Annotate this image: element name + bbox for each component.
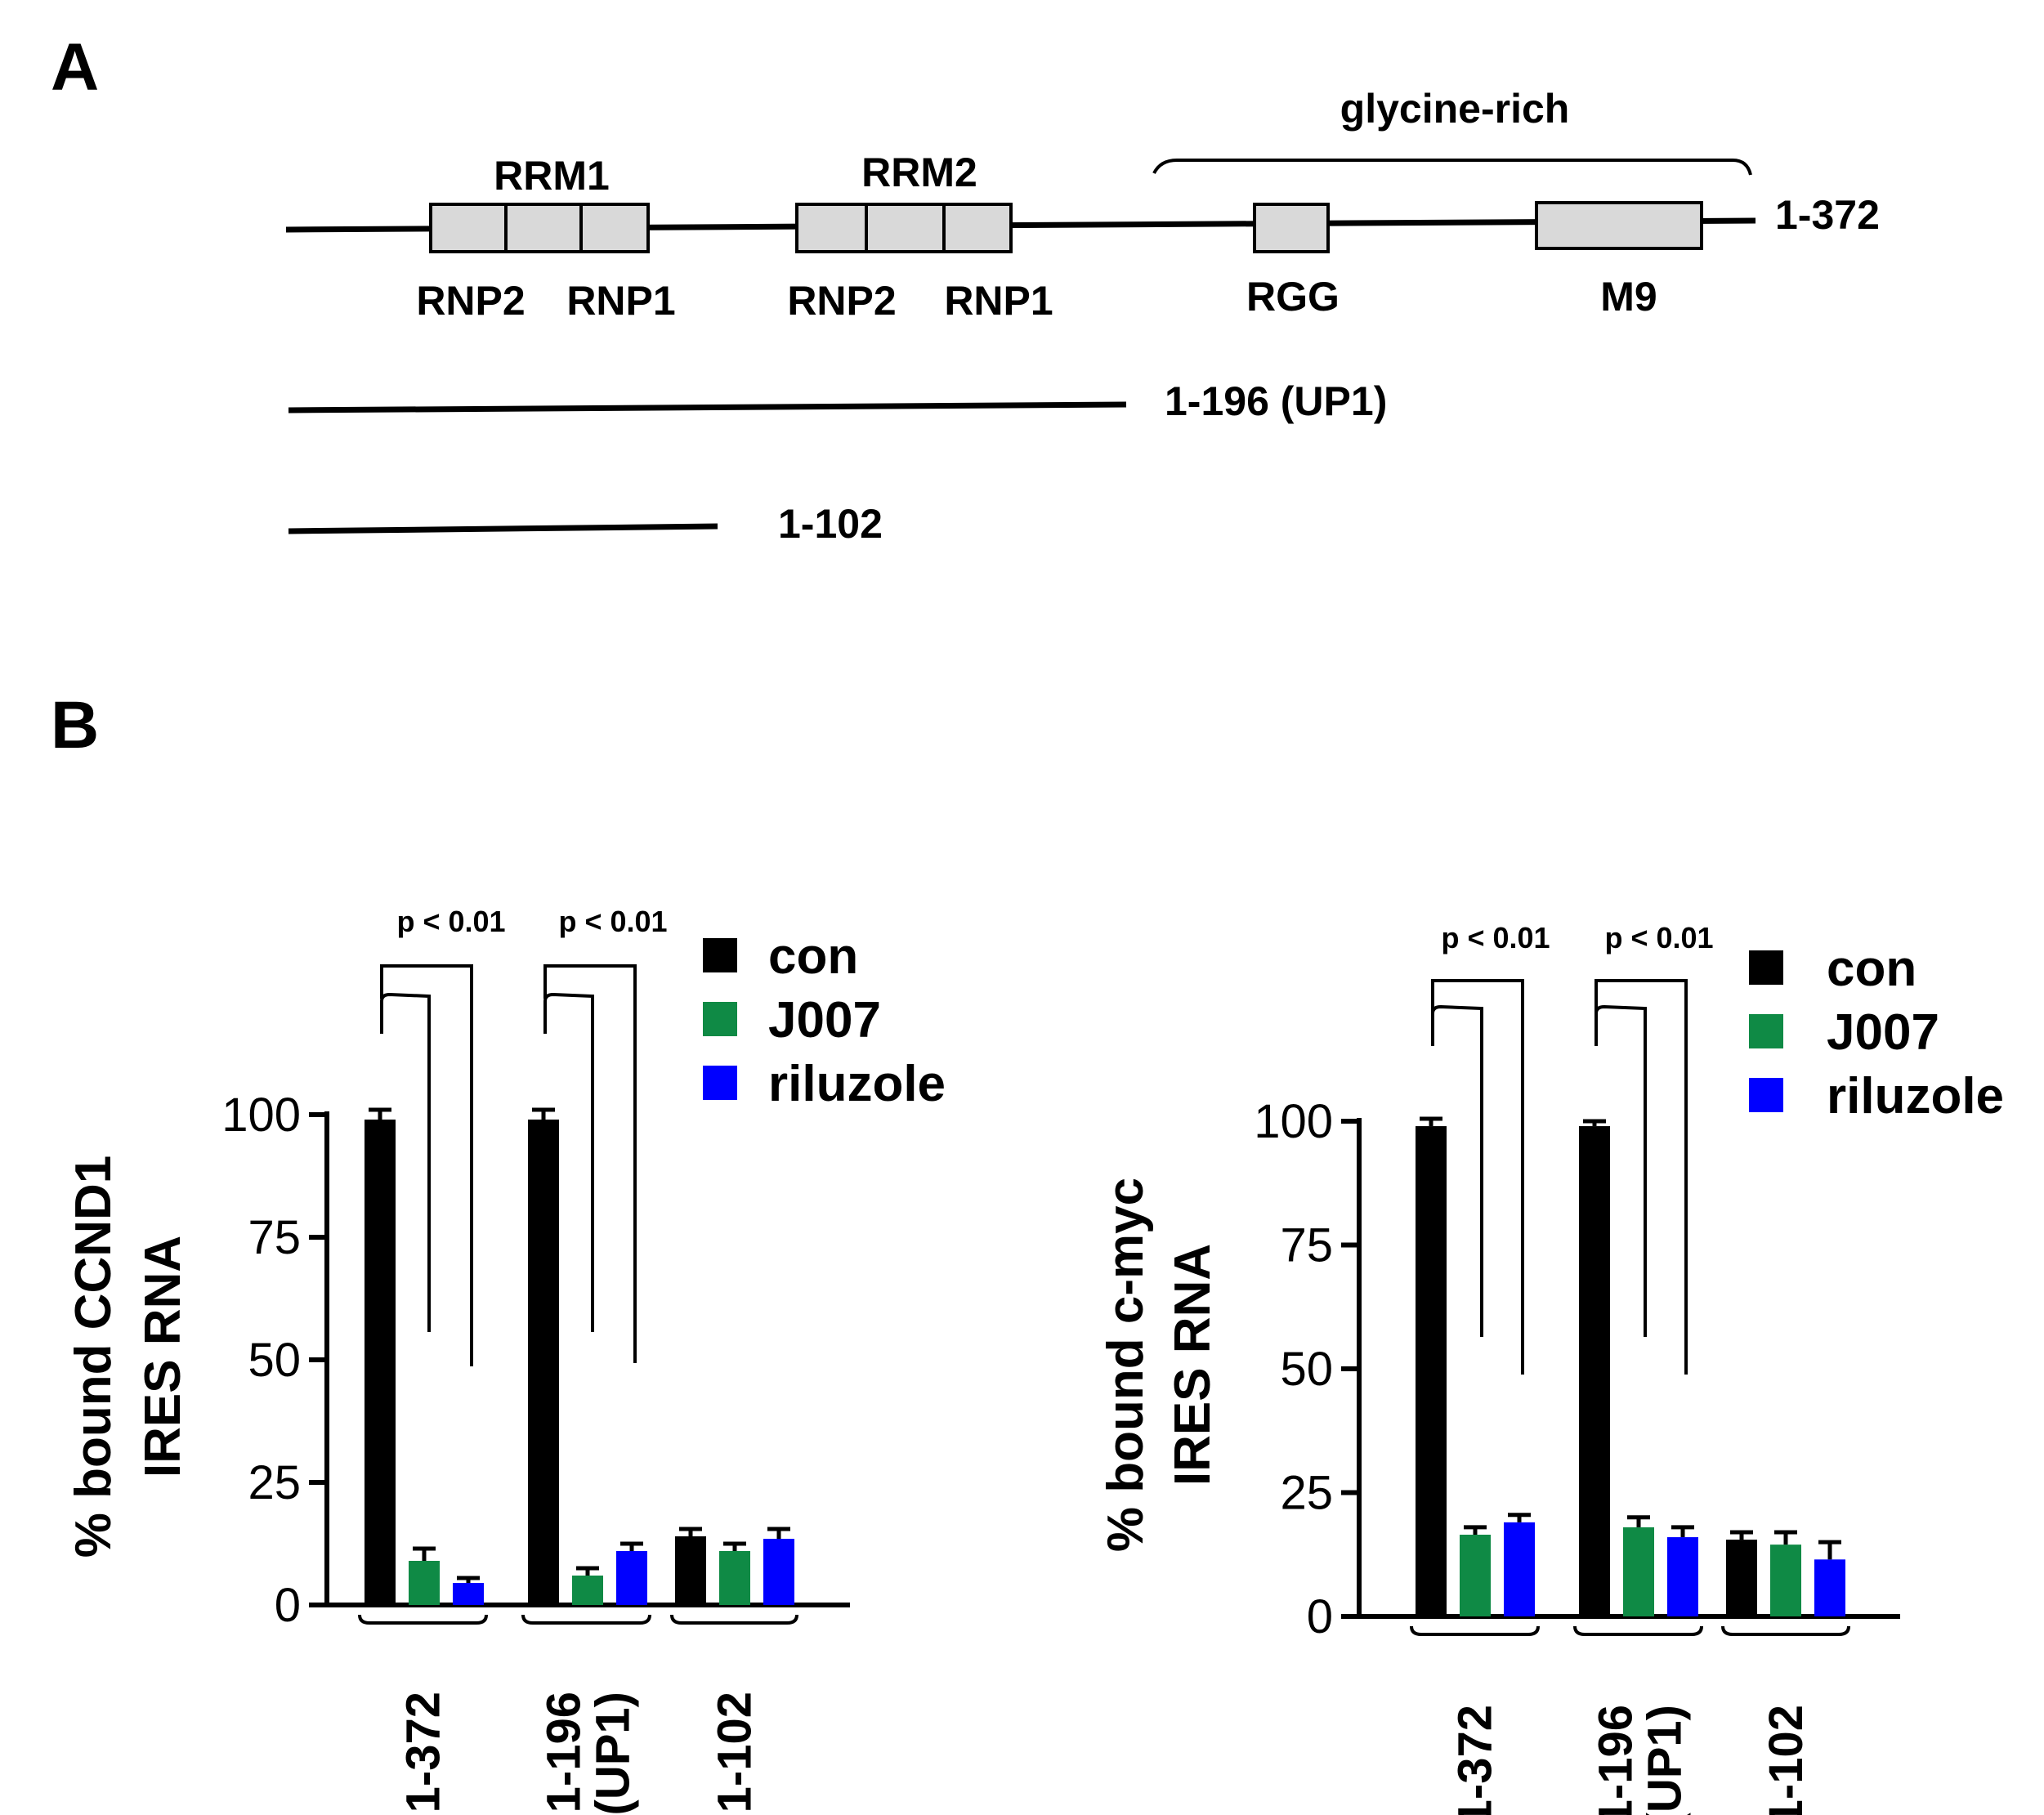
legend-swatch-j007 (703, 1002, 737, 1036)
bar-riluzole-1 (1504, 1522, 1535, 1616)
group-bracket (670, 1614, 798, 1625)
short-construct-line (288, 523, 718, 534)
y-tick-label: 75 (1280, 1219, 1333, 1272)
domain-diagram: RRM1 RRM2 glycine-rich 1-372 RNP2 RNP1 R… (285, 86, 1880, 547)
rnp1-label-2: RNP1 (944, 278, 1053, 324)
p-value-annotation: p < 0.01 (1604, 921, 1713, 954)
group-label: 1-372 (1449, 1705, 1502, 1815)
y-axis-label-line1: % bound CCND1 (65, 1156, 122, 1558)
bar-riluzole-3 (763, 1539, 794, 1605)
construct-full-label: 1-372 (1775, 192, 1880, 238)
group-bracket (521, 1614, 651, 1625)
legend-label-con: con (768, 928, 858, 985)
group-label: 1-102 (1760, 1705, 1813, 1815)
y-tick-label: 25 (1280, 1467, 1333, 1520)
group-label: 1-372 (397, 1692, 450, 1813)
legend-label-con: con (1827, 941, 1917, 997)
significance-bracket-outer (1431, 979, 1524, 1375)
rgg-box (1253, 203, 1330, 253)
panel-b-label: B (51, 688, 99, 762)
legend-swatch-riluzole (703, 1066, 737, 1100)
rgg-label: RGG (1246, 274, 1340, 320)
bar-con-2 (528, 1120, 559, 1605)
legend-label-riluzole: riluzole (1827, 1068, 2004, 1124)
legend-swatch-riluzole (1749, 1078, 1783, 1112)
bar-con-2 (1579, 1126, 1610, 1616)
rrm2-box-rnp2 (795, 203, 868, 253)
bar-con-3 (1726, 1540, 1757, 1616)
significance-bracket-inner (380, 992, 431, 1332)
y-tick-label: 50 (248, 1334, 301, 1387)
y-tick-label: 25 (248, 1456, 301, 1509)
bar-con-1 (1416, 1126, 1447, 1616)
significance-bracket-outer (543, 964, 637, 1363)
y-tick-label: 0 (1307, 1590, 1333, 1643)
up1-construct-line (288, 401, 1127, 414)
rrm2-label: RRM2 (861, 150, 977, 195)
group-label-line2: (UP1) (1639, 1705, 1692, 1815)
chart-ccnd1: 0 25 50 75 100 % bound CCND1 IRES RNA 1-372 1-19… (65, 905, 946, 1815)
group-bracket (1410, 1625, 1540, 1636)
rnp2-label-2: RNP2 (787, 278, 896, 324)
bar-j007-2 (1623, 1527, 1654, 1616)
rrm2-box-rnp1 (942, 203, 1013, 253)
significance-bracket-inner (543, 992, 594, 1332)
bar-j007-3 (719, 1551, 750, 1605)
rnp2-label-1: RNP2 (416, 278, 525, 324)
significance-bracket-outer (380, 964, 473, 1366)
p-value-annotation: p < 0.01 (1441, 921, 1550, 954)
legend-label-j007: J007 (768, 992, 881, 1048)
glycine-rich-brace (1152, 159, 1752, 176)
group-label-line1: 1-196 (538, 1692, 591, 1813)
bar-j007-2 (572, 1576, 603, 1605)
y-tick-label: 100 (1254, 1095, 1333, 1148)
bar-riluzole-3 (1814, 1559, 1845, 1616)
legend-swatch-con (1749, 950, 1783, 985)
group-label-line1: 1-196 (1590, 1705, 1643, 1815)
group-bracket (1721, 1625, 1850, 1636)
y-tick-label: 100 (221, 1089, 301, 1142)
m9-box (1535, 201, 1703, 250)
panel-a-label: A (51, 30, 99, 105)
p-value-annotation: p < 0.01 (558, 905, 667, 938)
legend-label-j007: J007 (1827, 1004, 1939, 1061)
rrm1-box-rnp2 (429, 203, 508, 253)
bar-j007-3 (1770, 1545, 1801, 1616)
significance-bracket-outer (1594, 979, 1688, 1375)
construct-short-label: 1-102 (778, 501, 883, 547)
y-axis-label-line1: % bound c-myc (1098, 1178, 1154, 1552)
m9-label: M9 (1600, 274, 1657, 320)
rrm1-box-rnp1 (579, 203, 650, 253)
y-axis-label-line2: IRES RNA (135, 1236, 191, 1477)
construct-up1-label: 1-196 (UP1) (1165, 378, 1387, 424)
legend-swatch-j007 (1749, 1014, 1783, 1048)
bar-con-3 (675, 1536, 706, 1605)
bar-riluzole-2 (616, 1551, 647, 1605)
rnp1-label-1: RNP1 (566, 278, 675, 324)
y-tick-label: 50 (1280, 1343, 1333, 1396)
group-bracket (1573, 1625, 1703, 1636)
chart-c-myc: 0 25 50 75 100 % bound c-myc IRES RNA 1-372 1-19… (1098, 921, 2004, 1815)
y-axis-label-line2: IRES RNA (1165, 1244, 1221, 1486)
glycine-rich-label: glycine-rich (1340, 86, 1570, 132)
rrm1-box-middle (504, 203, 583, 253)
bar-j007-1 (1460, 1535, 1491, 1616)
bar-j007-1 (409, 1561, 440, 1605)
rrm2-box-middle (865, 203, 946, 253)
legend-swatch-con (703, 938, 737, 972)
group-label: 1-102 (709, 1692, 762, 1813)
group-bracket (358, 1614, 488, 1625)
bar-riluzole-2 (1667, 1537, 1698, 1616)
y-tick-label: 0 (275, 1579, 301, 1632)
bar-con-1 (365, 1120, 396, 1605)
y-tick-label: 75 (248, 1211, 301, 1264)
p-value-annotation: p < 0.01 (396, 905, 505, 938)
group-label-line2: (UP1) (587, 1692, 640, 1815)
legend-label-riluzole: riluzole (768, 1056, 946, 1112)
bar-riluzole-1 (453, 1583, 484, 1605)
rrm1-label: RRM1 (494, 153, 610, 199)
